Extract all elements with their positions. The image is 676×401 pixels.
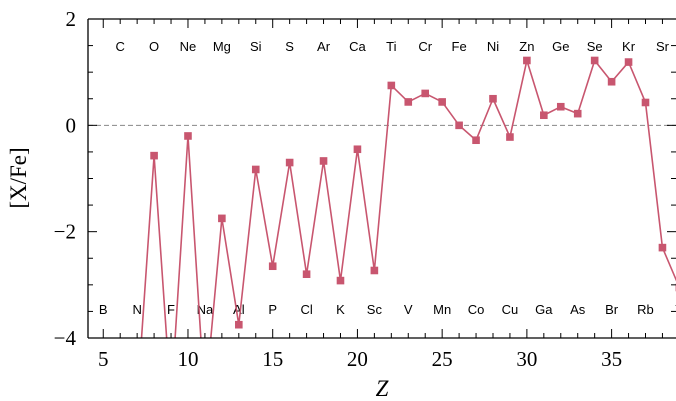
x-tick-label-20: 20 (347, 347, 368, 371)
element-label-V: V (404, 302, 413, 317)
element-label-O: O (149, 39, 159, 54)
data-point-z18 (319, 157, 328, 165)
element-label-Si: Si (250, 39, 262, 54)
x-axis-label: Z (376, 376, 389, 401)
data-point-z30 (523, 56, 531, 65)
data-point-z19 (336, 276, 345, 285)
data-point-z36 (624, 58, 633, 66)
element-label-P: P (268, 302, 277, 317)
element-label-Ga: Ga (535, 302, 553, 317)
data-point-z32 (556, 102, 565, 111)
element-label-Sc: Sc (367, 302, 383, 317)
element-label-Zn: Zn (519, 39, 534, 54)
element-label-As: As (570, 302, 586, 317)
element-label-Ti: Ti (386, 39, 396, 54)
x-tick-label-30: 30 (516, 347, 537, 371)
element-label-Se: Se (587, 39, 603, 54)
data-point-z21 (370, 266, 379, 275)
series-line (140, 59, 676, 338)
x-tick-label-15: 15 (262, 347, 283, 371)
y-tick-label-1: −2 (54, 220, 76, 244)
data-point-z15 (268, 262, 277, 271)
data-point-z31 (540, 111, 548, 120)
element-label-Co: Co (468, 302, 485, 317)
element-label-N: N (132, 302, 141, 317)
element-label-Br: Br (605, 302, 619, 317)
y-tick-label-3: 2 (66, 7, 77, 31)
data-point-z34 (590, 56, 599, 65)
element-label-F: F (167, 302, 175, 317)
data-point-z28 (489, 94, 497, 103)
element-label-Cl: Cl (300, 302, 312, 317)
data-point-z33 (573, 109, 582, 118)
data-point-z14 (251, 165, 260, 174)
x-tick-label-5: 5 (98, 347, 109, 371)
data-point-z8 (150, 151, 158, 160)
data-point-z16 (285, 158, 294, 167)
x-tick-label-25: 25 (432, 347, 453, 371)
data-point-z29 (506, 133, 514, 141)
data-point-z23 (404, 98, 413, 106)
element-label-Na: Na (197, 302, 214, 317)
element-label-Rb: Rb (637, 302, 654, 317)
data-point-z27 (472, 136, 480, 145)
data-point-z25 (438, 98, 446, 106)
data-point-z12 (218, 214, 226, 223)
data-point-z26 (455, 121, 463, 130)
element-label-Kr: Kr (622, 39, 636, 54)
element-label-Al: Al (233, 302, 245, 317)
data-point-z37 (641, 98, 650, 107)
data-point-z35 (607, 77, 616, 86)
element-label-Fe: Fe (452, 39, 467, 54)
x-tick-label-35: 35 (601, 347, 622, 371)
element-label-K: K (336, 302, 345, 317)
element-label-Mg: Mg (213, 39, 231, 54)
element-label-Cr: Cr (418, 39, 432, 54)
data-point-z24 (421, 89, 430, 98)
y-tick-label-0: −4 (54, 326, 77, 350)
element-label-Ar: Ar (317, 39, 331, 54)
element-label-Sr: Sr (656, 39, 670, 54)
data-point-z10 (184, 132, 192, 140)
element-label-Cu: Cu (502, 302, 519, 317)
element-label-Ge: Ge (552, 39, 569, 54)
data-point-z17 (302, 270, 311, 278)
y-tick-label-2: 0 (66, 113, 77, 137)
data-point-z20 (353, 145, 362, 154)
element-label-C: C (116, 39, 125, 54)
data-point-z38 (658, 243, 667, 252)
element-label-B: B (99, 302, 108, 317)
y-axis-label: [X/Fe] (6, 147, 31, 208)
element-label-S: S (285, 39, 294, 54)
x-tick-label-10: 10 (177, 347, 198, 371)
element-label-Ne: Ne (180, 39, 197, 54)
element-label-Ca: Ca (349, 39, 366, 54)
element-label-Ni: Ni (487, 39, 499, 54)
data-point-z22 (387, 81, 396, 90)
element-label-Mn: Mn (433, 302, 451, 317)
data-point-z13 (235, 320, 243, 329)
